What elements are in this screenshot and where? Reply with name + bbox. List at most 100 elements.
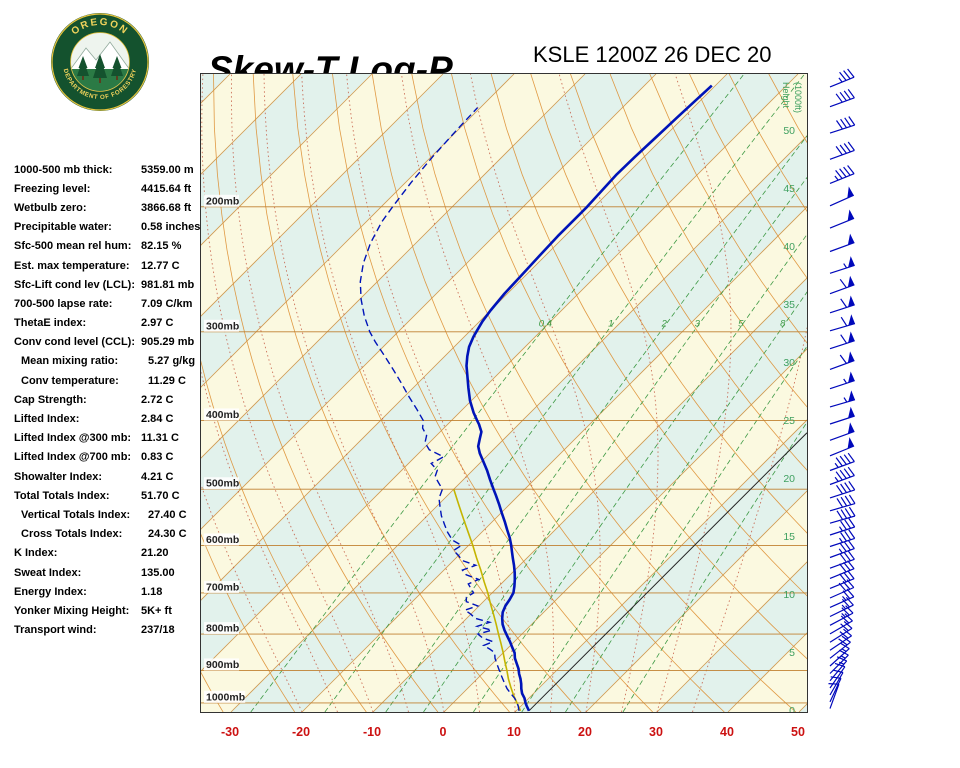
wind-barb	[829, 275, 855, 295]
wind-barb	[829, 351, 855, 370]
index-label: ThetaE index:	[14, 317, 87, 330]
station-datetime: KSLE 1200Z 26 DEC 20	[533, 42, 772, 67]
wind-barb	[829, 233, 855, 253]
wind-barb	[829, 141, 855, 160]
index-label: Cross Totals Index:	[21, 528, 123, 541]
mixing-ratio-label: 5	[738, 319, 744, 330]
height-tick-label: 45	[783, 183, 795, 195]
index-label: K Index:	[14, 547, 58, 560]
index-label: 700-500 lapse rate:	[14, 297, 113, 310]
temp-tick-label: 40	[720, 725, 734, 739]
index-label: Lifted Index @300 mb:	[14, 432, 132, 445]
temp-tick-label: 30	[649, 725, 663, 739]
dewpoint-trace	[359, 107, 520, 711]
index-label: Mean mixing ratio:	[21, 355, 119, 368]
temp-axis: -30 -20 -10 0 10 20 30 40 50	[200, 725, 806, 745]
index-row: Lifted Index @300 mb: 11.31 C	[14, 429, 210, 448]
wind-barb	[829, 579, 855, 599]
temp-tick-label: -10	[362, 725, 382, 739]
height-tick-label: 10	[783, 589, 795, 601]
pressure-label: 900mb	[206, 659, 239, 671]
isotherm-lines	[201, 74, 807, 712]
index-value: 1.18	[141, 585, 163, 598]
index-value: 21.20	[141, 547, 169, 560]
pressure-label: 300mb	[206, 320, 239, 332]
wind-barb	[829, 371, 855, 390]
index-row: Lifted Index: 2.84 C	[14, 409, 210, 428]
skewt-plot: 0.4123581220200mb300mb400mb500mb600mb700…	[200, 73, 808, 713]
index-row: Lifted Index @700 mb: 0.83 C	[14, 448, 210, 467]
pressure-label: 800mb	[206, 623, 239, 635]
index-label: Transport wind:	[14, 624, 97, 637]
index-label: Showalter Index:	[14, 470, 103, 483]
height-axis-title: Height	[781, 82, 791, 109]
index-label: Cap Strength:	[14, 393, 87, 406]
pressure-axis-labels: 200mb 300mb 400mb 500mb 600mb 700mb 800mb 900mb…	[204, 194, 246, 703]
index-value: 2.97 C	[141, 317, 174, 330]
isotherm-bands	[201, 74, 807, 712]
index-label: Conv temperature:	[21, 374, 119, 387]
wind-barb	[829, 331, 855, 350]
wind-barb	[829, 314, 856, 332]
wind-barb	[829, 89, 855, 108]
mixing-ratio-label: 0.4	[539, 319, 552, 330]
index-row: Energy Index: 1.18	[14, 582, 210, 601]
pressure-lines	[201, 206, 807, 704]
index-value: 4.21 C	[141, 470, 174, 483]
index-row: 1000-500 mb thick: 5359.00 m	[14, 160, 210, 179]
index-value: 7.09 C/km	[141, 297, 193, 310]
odf-logo: OREGON DEPARTMENT OF FORESTRY	[51, 13, 149, 111]
indices-panel: 1000-500 mb thick: 5359.00 m Freezing leve…	[14, 160, 210, 640]
index-label: Sfc-Lift cond lev (LCL):	[14, 278, 135, 291]
mixing-ratio-label: 3	[695, 319, 701, 330]
logo-trees	[77, 54, 123, 83]
index-value: 5.27 g/kg	[148, 355, 196, 368]
height-scale: 0 5 10 15 20 25 30 35 40 45 50 Height (1000ft)	[781, 82, 803, 712]
wind-barb	[829, 165, 855, 184]
index-label: Sweat Index:	[14, 566, 82, 579]
index-value: 11.31 C	[141, 432, 179, 445]
temp-tick-label: 20	[578, 725, 592, 739]
pressure-label: 1000mb	[206, 691, 245, 703]
wind-barb	[829, 390, 856, 408]
temp-tick-label: 0	[439, 725, 447, 739]
index-label: Sfc-500 mean rel hum:	[14, 240, 132, 253]
index-value: 4415.64 ft	[141, 182, 192, 195]
wind-barb	[829, 518, 856, 536]
index-row: Precipitable water: 0.58 inches	[14, 218, 210, 237]
wind-barb	[829, 256, 855, 274]
wind-barb	[829, 494, 856, 512]
temp-tick-label: 50	[791, 725, 805, 739]
wind-barb	[829, 529, 856, 548]
index-value: 12.77 C	[141, 259, 180, 272]
wind-barb	[829, 406, 855, 425]
index-value: 2.72 C	[141, 393, 174, 406]
index-row: Wetbulb zero: 3866.68 ft	[14, 198, 210, 217]
index-row: Conv temperature: 11.29 C	[14, 371, 210, 390]
pressure-label: 600mb	[206, 534, 239, 546]
index-value: 3866.68 ft	[141, 201, 192, 214]
mixing-ratio-label: 1	[608, 319, 613, 330]
index-row: 700-500 lapse rate: 7.09 C/km	[14, 294, 210, 313]
wind-barb	[829, 628, 852, 651]
wind-barb	[829, 480, 856, 499]
index-row: Mean mixing ratio: 5.27 g/kg	[14, 352, 210, 371]
index-value: 82.15 %	[141, 240, 182, 253]
height-tick-label: 25	[783, 415, 795, 427]
wind-barb	[829, 605, 854, 626]
mixing-ratio-label: 8	[780, 319, 786, 330]
index-row: Total Totals Index: 51.70 C	[14, 486, 210, 505]
index-row: Transport wind: 237/18	[14, 621, 210, 640]
temp-tick-label: 10	[507, 725, 521, 739]
index-value: 0.83 C	[141, 451, 174, 464]
pressure-label: 400mb	[206, 409, 239, 421]
wind-barb	[829, 539, 855, 559]
wind-barb	[829, 186, 855, 207]
index-label: Energy Index:	[14, 585, 87, 598]
wind-barb	[829, 596, 854, 618]
pressure-label: 500mb	[206, 478, 239, 490]
index-value: 11.29 C	[148, 374, 186, 387]
index-row: Est. max temperature: 12.77 C	[14, 256, 210, 275]
index-label: Precipitable water:	[14, 221, 112, 234]
wind-barb	[829, 613, 853, 635]
